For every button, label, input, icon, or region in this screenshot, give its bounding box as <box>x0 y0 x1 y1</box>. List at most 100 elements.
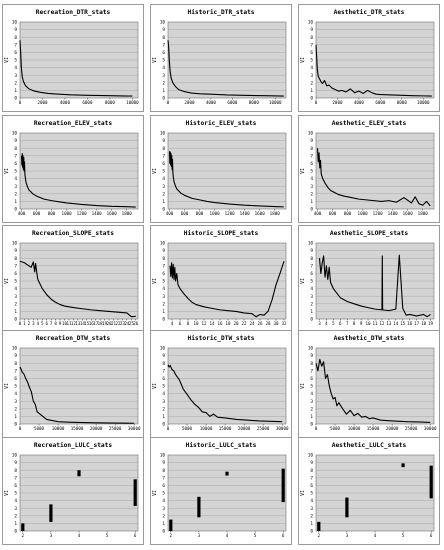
x-tick-label: 6 <box>45 321 48 326</box>
x-tick-label: 20000 <box>90 426 103 431</box>
y-tick-label: 9 <box>14 460 17 466</box>
y-tick-label: 8 <box>14 256 17 262</box>
x-tick-label: 600 <box>181 211 189 216</box>
x-tick-label: 28 <box>265 321 271 326</box>
x-tick-label: 18 <box>421 321 427 326</box>
chart-panel: Recreation_DTW_stats 0 1 2 3 4 5 6 7 8 9 10 0 5000 100… <box>2 330 144 438</box>
x-tick-label: 19 <box>102 321 108 326</box>
y-tick-label: 6 <box>14 271 17 277</box>
x-tick-label: 10000 <box>200 426 213 431</box>
x-tick-label: 10000 <box>52 426 65 431</box>
series-line <box>19 40 133 97</box>
x-tick-label: 9 <box>360 321 363 326</box>
y-axis-label: VI <box>152 57 158 63</box>
y-tick-label: 4 <box>162 65 165 71</box>
chart-title: Historic_DTW_stats <box>187 334 254 342</box>
chart-svg: Recreation_DTW_stats 0 1 23 45 6 78 910 0 5000 100… <box>4 334 141 431</box>
y-tick-label: 6 <box>162 483 165 489</box>
x-tick-label: 800 <box>196 211 204 216</box>
y-tick-label: 8 <box>310 146 313 152</box>
chart-panel: Aesthetic_SLOPE_stats 0 1 2 3 4 5 6 7 8 9 10 3 4 5 6 7 8 9… <box>298 225 440 333</box>
chart-title: Aesthetic_ELEV_stats <box>332 119 407 127</box>
x-tick-label: 8000 <box>105 100 116 105</box>
x-tick-label: 1600 <box>107 211 118 216</box>
x-tick-label: 8000 <box>249 100 260 105</box>
y-tick-label: 10 <box>160 20 166 26</box>
y-tick-label: 6 <box>14 50 17 56</box>
y-tick-label: 8 <box>14 146 17 152</box>
y-tick-label: 0 <box>162 422 165 428</box>
y-tick-label: 10 <box>308 20 314 26</box>
x-tick-label: 3 <box>198 533 201 538</box>
x-tick-label: 17 <box>93 321 99 326</box>
y-tick-label: 9 <box>162 138 165 144</box>
x-tick-label: 600 <box>329 211 337 216</box>
chart-panel: Aesthetic_LULC_stats 0 1 2 3 4 5 6 7 8 9 10 2 3 4 5 6 VI <box>298 437 440 545</box>
x-tick-label: 4000 <box>206 100 217 105</box>
y-tick-label: 2 <box>310 191 313 197</box>
y-tick-label: 0 <box>162 529 165 535</box>
y-axis-label: VI <box>4 168 10 174</box>
chart-panel: Historic_SLOPE_stats 0 1 2 3 4 5 6 7 8 9 10 4 6 8 10 12 1… <box>150 225 292 333</box>
x-tick-label: 11 <box>372 321 378 326</box>
y-tick-label: 3 <box>14 506 17 512</box>
x-tick-label: 6000 <box>375 100 386 105</box>
y-tick-label: 4 <box>162 391 165 397</box>
y-tick-label: 2 <box>14 301 17 307</box>
y-tick-label: 2 <box>310 301 313 307</box>
x-tick-label: 400 <box>314 211 322 216</box>
y-tick-label: 3 <box>162 294 165 300</box>
y-tick-label: 6 <box>162 161 165 167</box>
series-line <box>168 151 284 208</box>
y-tick-label: 9 <box>14 138 17 144</box>
y-tick-label: 8 <box>162 146 165 152</box>
series-line <box>316 148 431 207</box>
x-tick-label: 7 <box>50 321 53 326</box>
y-tick-label: 10 <box>12 20 18 26</box>
y-tick-label: 1 <box>310 414 313 420</box>
x-tick-label: 2 <box>28 321 31 326</box>
x-tick-label: 24 <box>249 321 255 326</box>
x-tick-label: 2 <box>22 533 25 538</box>
x-tick-label: 25000 <box>257 426 270 431</box>
x-tick-label: 10 <box>193 321 199 326</box>
y-tick-label: 5 <box>14 279 17 285</box>
y-axis-label: VI <box>300 168 306 174</box>
y-tick-label: 1 <box>310 521 313 527</box>
y-tick-label: 10 <box>12 131 18 137</box>
x-tick-label: 4 <box>226 533 229 538</box>
y-tick-label: 0 <box>14 317 17 323</box>
x-tick-label: 4000 <box>60 100 71 105</box>
x-tick-label: 16 <box>89 321 95 326</box>
x-tick-label: 1200 <box>77 211 88 216</box>
y-tick-label: 8 <box>162 256 165 262</box>
y-tick-label: 8 <box>162 35 165 41</box>
chart-title: Historic_DTR_stats <box>187 8 254 16</box>
x-tick-label: 6 <box>430 533 433 538</box>
x-tick-label: 15000 <box>219 426 232 431</box>
x-tick-label: 15 <box>84 321 90 326</box>
x-tick-label: 6000 <box>82 100 93 105</box>
y-tick-label: 2 <box>310 80 313 86</box>
x-tick-label: 5 <box>332 321 335 326</box>
series-line <box>167 40 284 97</box>
x-tick-label: 22 <box>115 321 121 326</box>
y-tick-label: 3 <box>14 399 17 405</box>
x-tick-label: 30000 <box>276 426 289 431</box>
x-tick-label: 0 <box>19 321 22 326</box>
y-tick-label: 10 <box>12 241 18 247</box>
y-tick-label: 0 <box>310 96 313 102</box>
x-tick-label: 7 <box>346 321 349 326</box>
y-tick-label: 4 <box>14 391 17 397</box>
x-tick-label: 1800 <box>270 211 281 216</box>
series-line <box>20 152 136 208</box>
x-tick-label: 9 <box>59 321 62 326</box>
x-tick-label: 1400 <box>388 211 399 216</box>
x-tick-label: 1000 <box>358 211 369 216</box>
y-axis-label: VI <box>4 57 10 63</box>
y-tick-label: 10 <box>308 453 314 459</box>
y-tick-label: 4 <box>310 176 313 182</box>
